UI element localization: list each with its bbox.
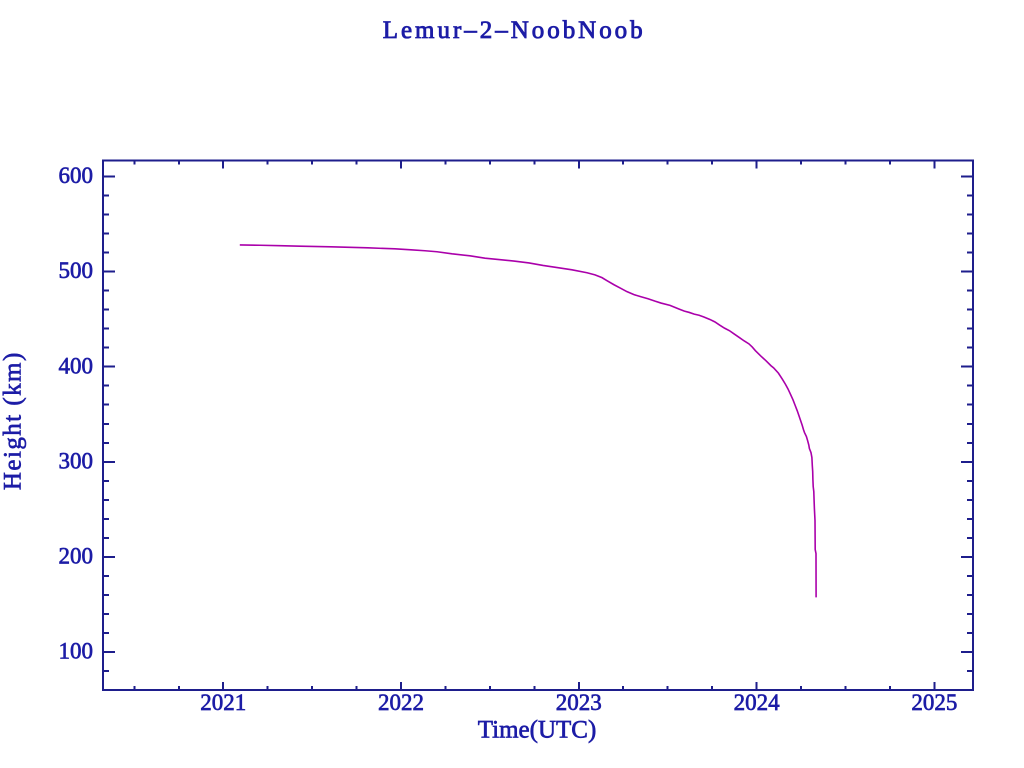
svg-text:Lemur–2–NoobNoob: Lemur–2–NoobNoob (383, 17, 646, 44)
svg-text:200: 200 (59, 544, 94, 569)
svg-text:300: 300 (59, 448, 94, 473)
svg-text:Time(UTC): Time(UTC) (478, 717, 597, 744)
svg-text:500: 500 (59, 258, 94, 283)
svg-text:2023: 2023 (556, 690, 602, 715)
svg-text:600: 600 (59, 163, 94, 188)
svg-text:100: 100 (59, 639, 94, 664)
svg-text:2022: 2022 (378, 690, 424, 715)
svg-text:Height (km): Height (km) (0, 351, 27, 490)
svg-text:2021: 2021 (200, 690, 246, 715)
svg-text:400: 400 (59, 353, 94, 378)
svg-text:2024: 2024 (734, 690, 781, 715)
svg-text:2025: 2025 (911, 690, 957, 715)
